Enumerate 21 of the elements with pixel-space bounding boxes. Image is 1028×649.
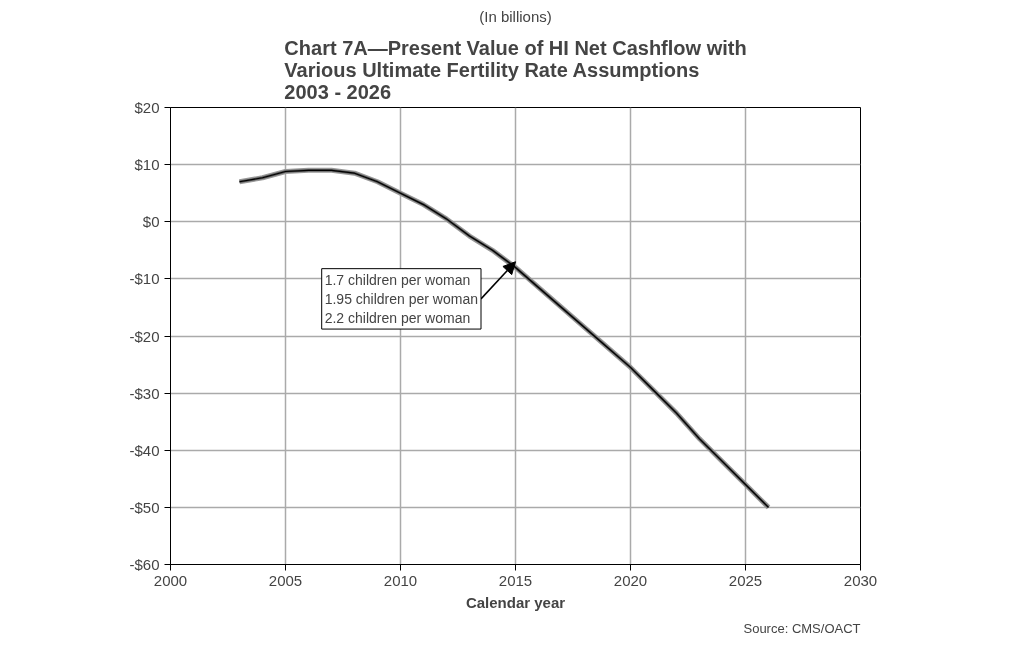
x-axis-title: Calendar year bbox=[465, 593, 566, 611]
y-tick-label: -$40 bbox=[129, 441, 160, 459]
x-tick-label: 2020 bbox=[613, 571, 648, 589]
x-tick-label: 2000 bbox=[153, 571, 188, 589]
source-note: Source: CMS/OACT bbox=[743, 620, 861, 636]
x-tick-label: 2010 bbox=[383, 571, 418, 589]
chart-subtitle: (In billions) bbox=[479, 7, 552, 25]
y-tick-label: $0 bbox=[142, 213, 160, 231]
y-tick-label: $10 bbox=[134, 156, 160, 174]
x-tick-label: 2030 bbox=[843, 571, 878, 589]
y-tick-label: -$50 bbox=[129, 498, 160, 516]
y-tick-label: $20 bbox=[134, 99, 160, 116]
y-tick-label: -$30 bbox=[129, 384, 160, 402]
x-tick-label: 2025 bbox=[728, 571, 763, 589]
chart-title: Chart 7A—Present Value of HI Net Cashflow with Various Ultimate Fertility Rate Assumptions 2003 - 2026 bbox=[284, 36, 747, 103]
y-tick-label: -$20 bbox=[129, 327, 160, 345]
annotation: 1.7 children per woman 1.95 children per woman 2.2 children per woman bbox=[324, 271, 478, 327]
x-tick-label: 2005 bbox=[268, 571, 303, 589]
y-tick-label: -$60 bbox=[129, 556, 160, 573]
x-tick-label: 2015 bbox=[498, 571, 533, 589]
y-tick-label: -$10 bbox=[129, 270, 160, 288]
